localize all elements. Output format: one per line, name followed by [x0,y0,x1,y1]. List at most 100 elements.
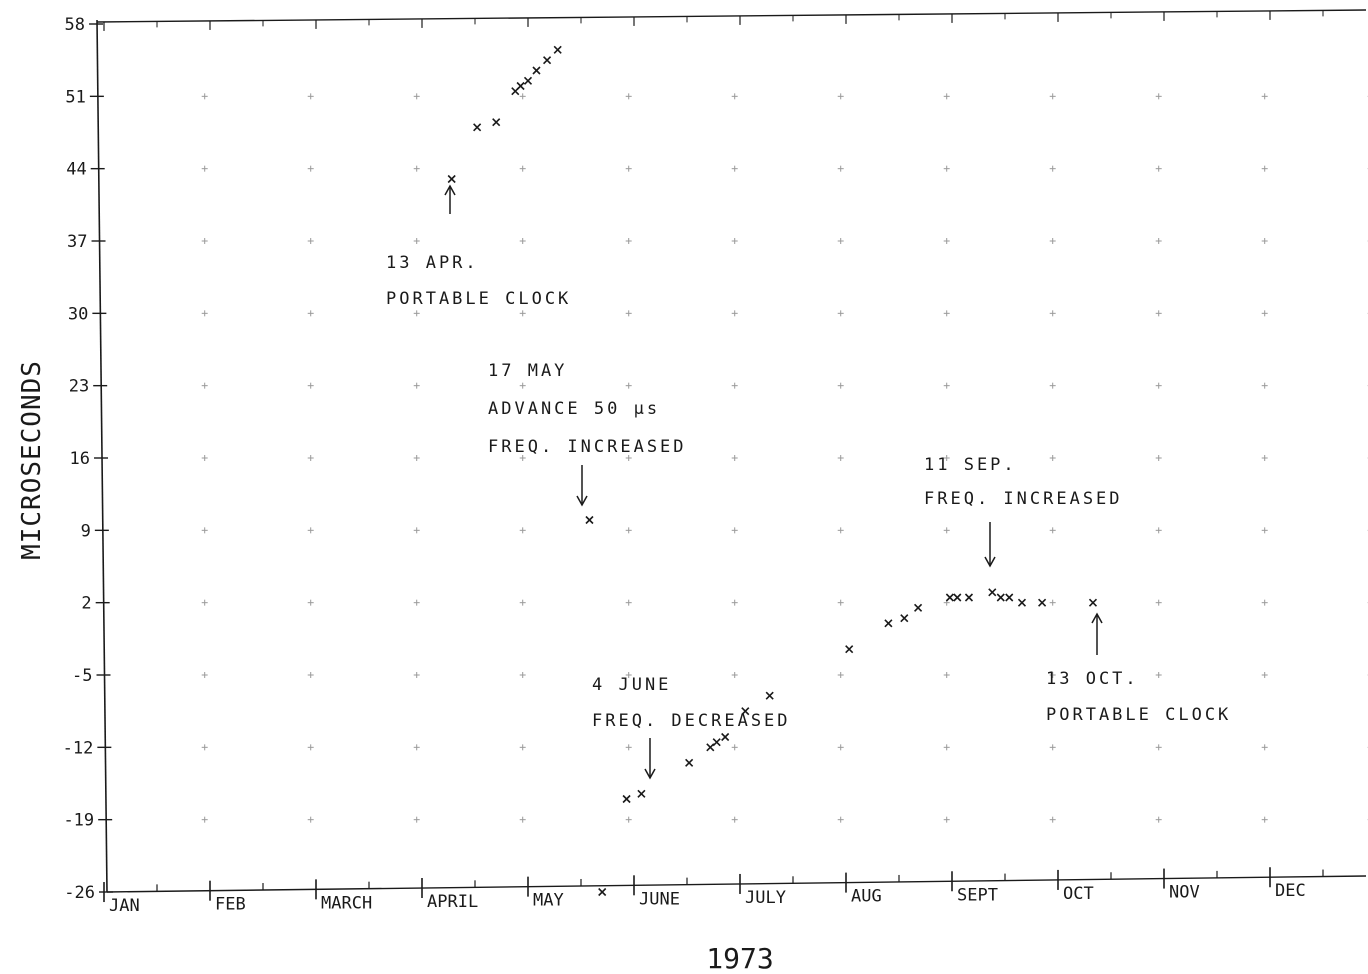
month-label: NOV [1169,883,1200,903]
grid-plus [201,165,208,172]
grid-plus [1155,599,1162,606]
grid-plus [307,455,314,461]
data-point [523,76,533,85]
annotation: 13 OCT. PORTABLE CLOCK [1046,612,1231,725]
y-tick-label: 23 [69,377,89,397]
y-tick-label: 37 [67,232,87,252]
grid-plus [307,672,314,678]
grid-plus [625,816,632,823]
x-axis-label: 1973 [706,942,773,974]
grid-plus [201,382,208,389]
grid-plus [1261,165,1268,172]
y-tick-label: 2 [81,594,91,614]
grid-plus [625,238,632,244]
annotation: 13 APR. PORTABLE CLOCK [386,184,571,309]
y-tick-labels: -26 -19 -12 -5 2 9 16 23 30 37 44 51 58 [63,15,95,903]
month-label: MAY [533,891,564,911]
grid-plus [943,310,950,317]
y-tick-label: -5 [72,666,92,686]
data-point [845,645,854,654]
grid-plus [201,599,208,606]
grid-plus [837,455,844,461]
data-point [473,123,482,132]
grid-plus [1155,238,1162,244]
grid-plus [1049,672,1056,678]
grid-plus [731,816,738,823]
annotation-text: 13 APR. [386,253,479,273]
month-label: JUNE [639,889,680,909]
annotation-text: 17 MAY [488,361,567,381]
grid-plus [837,93,844,100]
data-point [532,66,541,75]
grid-plus [837,816,844,823]
grid-plus [625,599,632,606]
annotation-text: 13 OCT. [1046,669,1139,689]
annotation-text: PORTABLE CLOCK [1046,705,1231,725]
y-tick-label: -12 [63,738,94,758]
grid-plus [837,744,844,751]
data-point [1005,593,1014,602]
data-point [964,593,974,602]
month-label: JULY [745,888,786,908]
grid-plus [413,599,420,606]
y-axis-label: MICROSECONDS [17,360,47,560]
grid-plus [201,310,208,317]
data-point [900,614,909,623]
grid-plus [1049,527,1056,534]
grid-plus [625,672,632,678]
grid-plus [1049,599,1056,606]
grid-plus [201,744,208,751]
grid-plus [1049,744,1056,751]
grid-plus [1049,382,1056,389]
grid-plus [1261,744,1268,751]
data-point [516,81,525,91]
grid-plus [625,93,632,100]
grid-plus [1155,93,1162,100]
annotation-text: 4 JUNE [592,675,671,695]
axes [89,9,1367,903]
y-tick-label: 58 [65,15,85,35]
data-point [953,593,962,602]
grid-plus [625,455,632,461]
grid-plus [201,238,208,244]
grid-plus [413,672,420,678]
data-point [945,593,954,602]
data-point [988,588,997,597]
annotation-arrowhead [1091,612,1103,624]
y-tick-label: -26 [64,883,95,903]
annotation-arrowhead [576,495,588,507]
x-tick-labels: JAN FEB MARCH APRIL MAY JUNE JULY AUG SEPT OCT NOV… [109,881,1306,916]
grid-plus [307,382,314,389]
annotation: 17 MAY ADVANCE 50 μs FREQ. INCREASED [488,361,684,507]
grid-plus [307,744,314,751]
annotation-text: PORTABLE CLOCK [386,289,571,309]
grid-plus [943,672,950,678]
data-point [712,738,721,747]
annotation-text: 11 SEP. [924,455,1017,475]
grid-plus [943,744,950,751]
grid-plus [837,672,844,678]
grid-plus [519,744,526,751]
grid-plus [1261,93,1268,100]
grid-plus [1049,93,1056,100]
data-point [765,691,774,700]
grid-plus [413,382,420,389]
grid-plus [731,165,738,172]
annotation-arrowhead [444,184,456,196]
month-label: JAN [109,896,140,916]
month-label: FEB [215,895,246,915]
y-tick-label: 9 [81,521,91,541]
annotations: 13 APR. PORTABLE CLOCK 17 MAY ADVANCE 50 μs… [386,184,1231,780]
data-point [622,794,631,804]
data-point [914,603,923,612]
grid-plus [731,744,738,751]
grid-plus [413,744,420,751]
grid-plus [625,744,632,751]
grid-plus [1155,672,1162,678]
y-tick-label: -19 [63,811,94,831]
grid-plus [943,165,950,172]
month-label: DEC [1275,881,1306,901]
grid-plus [731,455,738,461]
grid-plus [519,455,526,461]
month-label: SEPT [957,885,998,905]
